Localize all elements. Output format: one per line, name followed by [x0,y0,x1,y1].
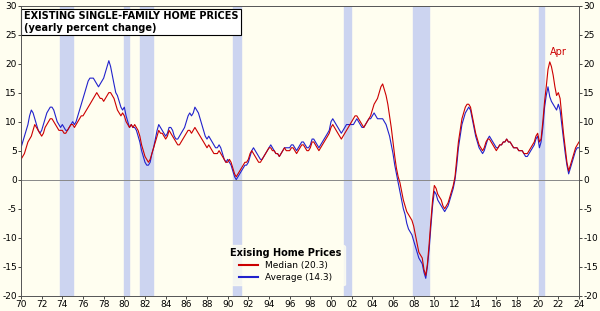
Text: Apr: Apr [550,47,566,57]
Text: EXISTING SINGLE-FAMILY HOME PRICES
(yearly percent change): EXISTING SINGLE-FAMILY HOME PRICES (year… [24,12,238,33]
Bar [233,6,241,296]
Bar [124,6,130,296]
Bar [539,6,544,296]
Bar [60,6,73,296]
Legend: Median (20.3), Average (14.3): Median (20.3), Average (14.3) [226,245,345,285]
Bar [413,6,429,296]
Bar [140,6,153,296]
Bar [344,6,350,296]
